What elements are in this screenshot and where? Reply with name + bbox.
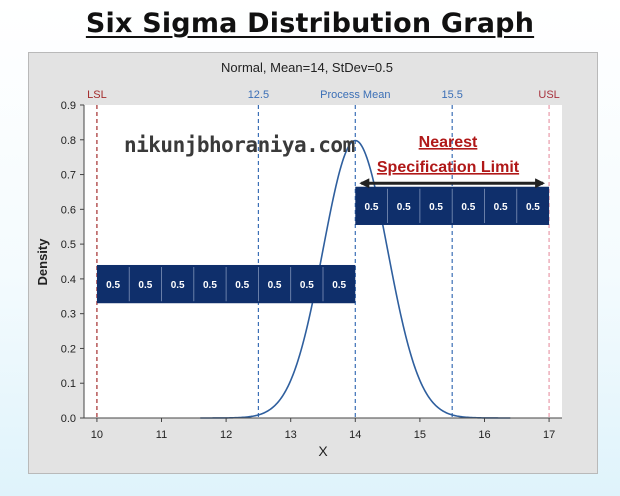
sigma-band-0-segment-label-7: 0.5 <box>332 280 346 291</box>
normal-density-curve <box>200 139 511 419</box>
y-tick-label-6: 0.6 <box>61 204 76 216</box>
y-tick-label-4: 0.4 <box>61 274 76 286</box>
y-axis-title: Density <box>35 238 50 286</box>
x-tick-label-0: 10 <box>91 429 103 441</box>
watermark: nikunjbhoraniya.com <box>124 133 355 157</box>
x-tick-label-5: 15 <box>414 429 426 441</box>
callout-line-nearest: Nearest <box>419 134 478 151</box>
y-tick-label-0: 0.0 <box>61 413 76 425</box>
sigma-band-1-segment-label-5: 0.5 <box>526 202 540 213</box>
callout-line-specification-limit: Specification Limit <box>377 159 520 176</box>
y-tick-label-7: 0.7 <box>61 170 76 182</box>
x-tick-label-4: 14 <box>349 429 361 441</box>
y-tick-label-5: 0.5 <box>61 239 76 251</box>
page-title: Six Sigma Distribution Graph <box>85 8 535 39</box>
sigma-band-1-segment-label-4: 0.5 <box>494 202 508 213</box>
x-tick-label-7: 17 <box>543 429 555 441</box>
x-axis-title: X <box>318 443 328 459</box>
y-tick-label-8: 0.8 <box>61 135 76 147</box>
reference-line-label-1: 12.5 <box>248 89 269 101</box>
x-tick-label-3: 13 <box>285 429 297 441</box>
sigma-band-1-segment-label-0: 0.5 <box>364 202 378 213</box>
sigma-band-0-segment-label-3: 0.5 <box>203 280 217 291</box>
sigma-band-1-segment-label-2: 0.5 <box>429 202 443 213</box>
y-tick-label-2: 0.2 <box>61 343 76 355</box>
sigma-band-0-segment-label-6: 0.5 <box>300 280 314 291</box>
x-tick-label-1: 11 <box>156 429 167 441</box>
x-tick-label-6: 16 <box>478 429 490 441</box>
plot-area <box>84 105 562 418</box>
sigma-band-0-segment-label-4: 0.5 <box>235 280 249 291</box>
sigma-band-0-segment-label-1: 0.5 <box>138 280 152 291</box>
chart-title: Normal, Mean=14, StDev=0.5 <box>221 60 393 75</box>
sigma-band-1-segment-label-1: 0.5 <box>397 202 411 213</box>
sigma-band-0-segment-label-0: 0.5 <box>106 280 120 291</box>
reference-line-label-3: 15.5 <box>441 89 462 101</box>
reference-line-label-2: Process Mean <box>320 89 390 101</box>
sigma-band-1-segment-label-3: 0.5 <box>461 202 475 213</box>
x-tick-label-2: 12 <box>220 429 232 441</box>
reference-line-label-4: USL <box>538 89 559 101</box>
sigma-band-0-segment-label-2: 0.5 <box>171 280 185 291</box>
sigma-band-0-segment-label-5: 0.5 <box>268 280 282 291</box>
y-tick-label-3: 0.3 <box>61 309 76 321</box>
y-tick-label-9: 0.9 <box>61 100 76 112</box>
reference-line-label-0: LSL <box>87 89 107 101</box>
y-tick-label-1: 0.1 <box>61 378 76 390</box>
